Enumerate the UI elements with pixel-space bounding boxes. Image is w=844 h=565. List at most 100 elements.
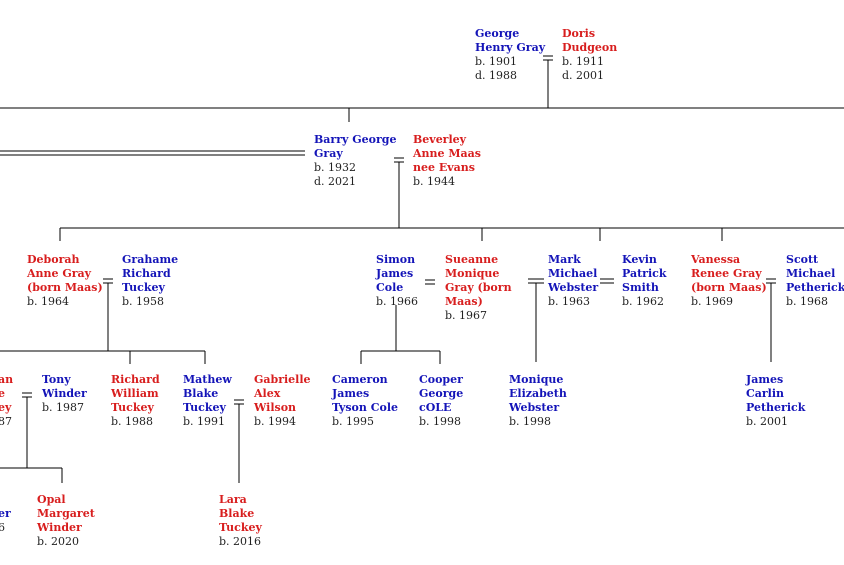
name-line: Michael [548, 267, 598, 280]
date-line: b. 1962 [622, 295, 665, 308]
person-opal: Opal Margaret Winder b. 2020 [37, 493, 95, 549]
person-name: Doris Dudgeon [562, 27, 617, 55]
name-line: Winder [42, 387, 87, 400]
name-line: Maas) [445, 295, 483, 308]
person-dates: b. 1988 [111, 415, 160, 429]
name-line: Renee Gray [691, 267, 762, 280]
date-line: b. 2020 [37, 535, 80, 548]
person-name: an e ey [0, 373, 13, 415]
person-name: Barry George Gray [314, 133, 396, 161]
person-cutoff-left: an e ey 87 [0, 373, 13, 429]
name-line: Vanessa [691, 253, 741, 266]
date-line: 87 [0, 415, 12, 428]
name-line: Doris [562, 27, 596, 40]
person-mark: Mark Michael Webster b. 1963 [548, 253, 598, 309]
name-line: Richard [122, 267, 171, 280]
person-name: Scott Michael Petherick [786, 253, 844, 295]
person-dates: b. 1966 [376, 295, 418, 309]
name-line: Margaret [37, 507, 95, 520]
person-dates: b. 1994 [254, 415, 311, 429]
person-dates: b. 1998 [419, 415, 463, 429]
person-name: Grahame Richard Tuckey [122, 253, 178, 295]
person-name: Sueanne Monique Gray (born Maas) [445, 253, 512, 309]
person-dates: b. 1962 [622, 295, 666, 309]
person-dates: b. 1911 d. 2001 [562, 55, 617, 83]
name-line: James [746, 373, 784, 386]
person-dates: b. 1967 [445, 309, 512, 323]
date-line: b. 1991 [183, 415, 226, 428]
person-cooper: Cooper George cOLE b. 1998 [419, 373, 463, 429]
name-line: James [376, 267, 414, 280]
person-beverley: Beverley Anne Maas nee Evans b. 1944 [413, 133, 481, 189]
name-line: nee Evans [413, 161, 475, 174]
person-dates: 6 [0, 521, 11, 535]
name-line: Cooper [419, 373, 463, 386]
name-line: (born Maas) [27, 281, 103, 294]
person-name: er [0, 493, 11, 521]
person-dates: b. 1963 [548, 295, 598, 309]
person-doris: Doris Dudgeon b. 1911 d. 2001 [562, 27, 617, 83]
person-lara: Lara Blake Tuckey b. 2016 [219, 493, 262, 549]
name-line: Richard [111, 373, 160, 386]
name-line: Elizabeth [509, 387, 567, 400]
person-dates: b. 1987 [42, 401, 87, 415]
name-line: Opal [37, 493, 66, 506]
date-line: d. 1988 [475, 69, 518, 82]
person-simon: Simon James Cole b. 1966 [376, 253, 418, 309]
person-scott: Scott Michael Petherick b. 1968 [786, 253, 844, 309]
person-kevin: Kevin Patrick Smith b. 1962 [622, 253, 666, 309]
person-deborah: Deborah Anne Gray (born Maas) b. 1964 [27, 253, 103, 309]
name-line: Blake [183, 387, 219, 400]
name-line: Mathew [183, 373, 232, 386]
name-line: Blake [219, 507, 255, 520]
name-line: Alex [254, 387, 281, 400]
date-line: b. 1998 [419, 415, 462, 428]
name-line: George [419, 387, 464, 400]
name-line: (born Maas) [691, 281, 767, 294]
name-line: Lara [219, 493, 247, 506]
name-line: cOLE [419, 401, 452, 414]
person-dates: b. 1998 [509, 415, 567, 429]
name-line: Monique [445, 267, 500, 280]
name-line: Tuckey [111, 401, 154, 414]
name-line: Cameron [332, 373, 388, 386]
person-name: Tony Winder [42, 373, 87, 401]
name-line: Petherick [786, 281, 844, 294]
person-cameron: Cameron James Tyson Cole b. 1995 [332, 373, 398, 429]
name-line: Gabrielle [254, 373, 311, 386]
name-line: Gray [314, 147, 343, 160]
name-line: Anne Gray [27, 267, 92, 280]
name-line: Michael [786, 267, 836, 280]
person-dates: b. 1958 [122, 295, 178, 309]
person-tony: Tony Winder b. 1987 [42, 373, 87, 415]
name-line: William [111, 387, 159, 400]
person-dates: 87 [0, 415, 13, 429]
name-line: Wilson [254, 401, 297, 414]
date-line: b. 1995 [332, 415, 375, 428]
person-name: Richard William Tuckey [111, 373, 160, 415]
name-line: an [0, 373, 14, 386]
person-sueanne: Sueanne Monique Gray (born Maas) b. 1967 [445, 253, 512, 323]
name-line: Webster [548, 281, 599, 294]
person-name: Gabrielle Alex Wilson [254, 373, 311, 415]
name-line: Tuckey [183, 401, 226, 414]
name-line: Scott [786, 253, 819, 266]
person-james: James Carlin Petherick b. 2001 [746, 373, 805, 429]
person-name: Monique Elizabeth Webster [509, 373, 567, 415]
date-line: b. 1968 [786, 295, 829, 308]
date-line: b. 1911 [562, 55, 605, 68]
date-line: b. 1987 [42, 401, 85, 414]
date-line: d. 2021 [314, 175, 357, 188]
date-line: b. 2016 [219, 535, 262, 548]
name-line: Mark [548, 253, 581, 266]
date-line: b. 1967 [445, 309, 488, 322]
name-line: Cole [376, 281, 404, 294]
person-name: George Henry Gray [475, 27, 545, 55]
date-line: b. 1998 [509, 415, 552, 428]
name-line: George [475, 27, 520, 40]
person-gabrielle: Gabrielle Alex Wilson b. 1994 [254, 373, 311, 429]
person-dates: b. 1991 [183, 415, 232, 429]
name-line: Petherick [746, 401, 806, 414]
name-line: er [0, 507, 11, 520]
